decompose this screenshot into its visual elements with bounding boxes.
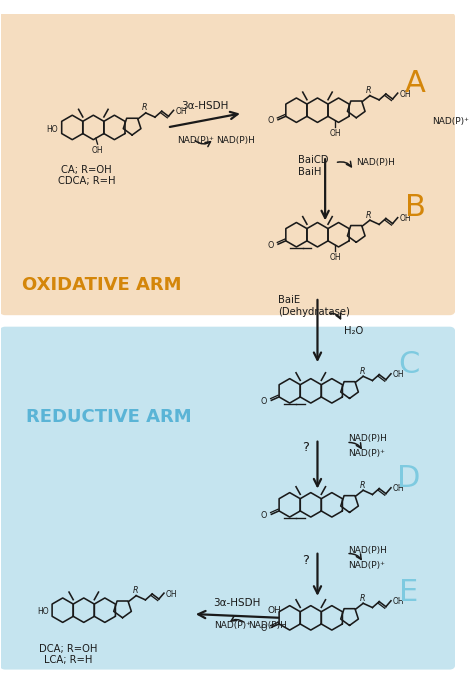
Text: R: R xyxy=(359,481,365,490)
Text: NAD(P)⁺: NAD(P)⁺ xyxy=(348,449,385,458)
Text: ?: ? xyxy=(302,441,310,454)
Text: E: E xyxy=(399,579,418,607)
Text: R: R xyxy=(359,594,365,603)
Text: OH: OH xyxy=(267,606,281,615)
Text: OH: OH xyxy=(393,370,404,379)
Text: O: O xyxy=(267,116,274,125)
Text: H₂O: H₂O xyxy=(344,326,364,336)
Text: NAD(P)⁺: NAD(P)⁺ xyxy=(214,621,251,630)
Text: B: B xyxy=(405,194,426,222)
Text: O: O xyxy=(261,511,267,520)
Text: O: O xyxy=(261,397,267,406)
Text: OH: OH xyxy=(175,107,187,116)
Text: R: R xyxy=(142,103,147,112)
Text: OXIDATIVE ARM: OXIDATIVE ARM xyxy=(22,276,182,293)
Text: OH: OH xyxy=(329,129,341,137)
Text: R: R xyxy=(366,86,372,95)
Text: NAD(P)⁺: NAD(P)⁺ xyxy=(432,117,469,127)
Text: OH: OH xyxy=(393,484,404,493)
Text: O: O xyxy=(261,624,267,633)
FancyBboxPatch shape xyxy=(0,327,456,670)
Text: R: R xyxy=(132,586,138,595)
Text: OH: OH xyxy=(400,214,411,223)
Text: NAD(P)H: NAD(P)H xyxy=(248,621,287,630)
FancyBboxPatch shape xyxy=(0,12,456,315)
Text: D: D xyxy=(397,464,420,492)
Text: ?: ? xyxy=(302,554,310,567)
Text: OH: OH xyxy=(400,90,411,98)
Text: NAD(P)H: NAD(P)H xyxy=(216,136,255,146)
Text: O: O xyxy=(267,241,274,250)
Text: REDUCTIVE ARM: REDUCTIVE ARM xyxy=(26,408,191,425)
Text: BaiH: BaiH xyxy=(298,166,322,176)
Text: BaiCD: BaiCD xyxy=(298,155,329,165)
Text: NAD(P)⁺: NAD(P)⁺ xyxy=(348,561,385,570)
Text: NAD(P)H: NAD(P)H xyxy=(348,547,387,555)
Text: OH: OH xyxy=(329,253,341,262)
Text: HO: HO xyxy=(47,124,58,133)
Text: NAD(P)H: NAD(P)H xyxy=(356,159,395,168)
Text: C: C xyxy=(398,350,419,378)
Text: BaiE: BaiE xyxy=(278,295,301,305)
Text: NAD(P)⁺: NAD(P)⁺ xyxy=(177,136,214,146)
Text: 3α-HSDH: 3α-HSDH xyxy=(181,101,228,111)
Text: 3α-HSDH: 3α-HSDH xyxy=(213,598,261,607)
Text: OH: OH xyxy=(92,146,103,155)
Text: R: R xyxy=(359,367,365,376)
Text: OH: OH xyxy=(166,590,177,598)
Text: CA; R=OH: CA; R=OH xyxy=(61,165,112,174)
Text: A: A xyxy=(405,69,426,98)
Text: (Dehydratase): (Dehydratase) xyxy=(278,307,350,317)
Text: NAD(P)H: NAD(P)H xyxy=(348,434,387,443)
Text: LCA; R=H: LCA; R=H xyxy=(44,655,92,665)
Text: R: R xyxy=(366,211,372,220)
Text: CDCA; R=H: CDCA; R=H xyxy=(58,176,115,186)
Text: HO: HO xyxy=(37,607,49,616)
Text: OH: OH xyxy=(393,597,404,606)
Text: DCA; R=OH: DCA; R=OH xyxy=(39,644,98,653)
